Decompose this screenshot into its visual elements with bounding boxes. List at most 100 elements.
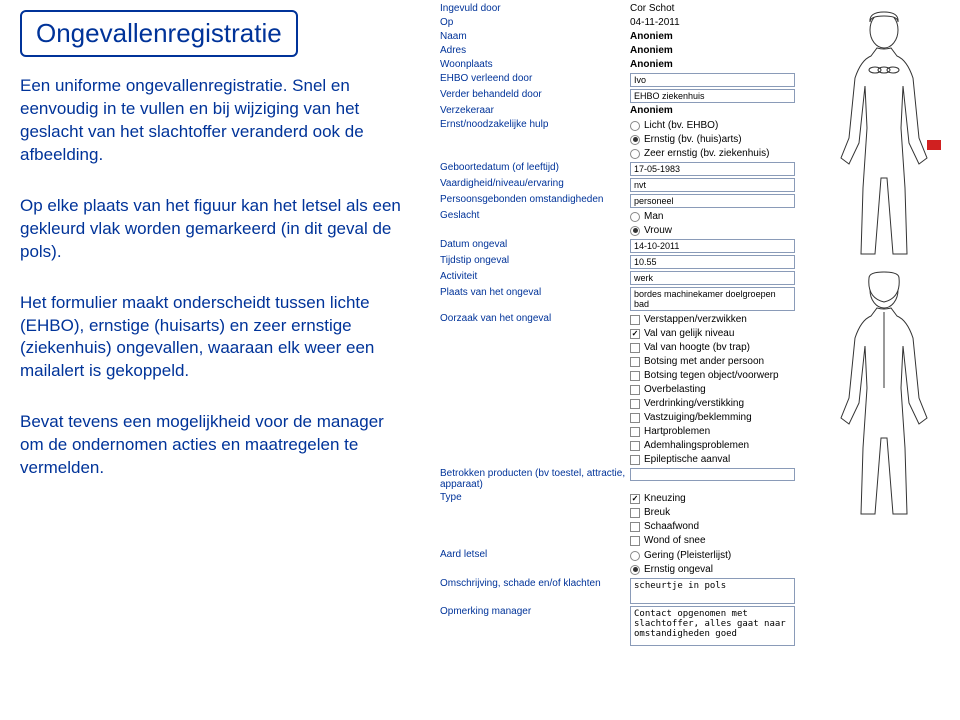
check-icon[interactable]: [630, 427, 640, 437]
radio-icon[interactable]: [630, 121, 640, 131]
row-geboortedatum: Geboortedatum (of leeftijd) 17-05-1983: [440, 161, 800, 177]
check-icon[interactable]: [630, 329, 640, 339]
check-option[interactable]: Overbelasting: [630, 383, 779, 396]
check-option[interactable]: Kneuzing: [630, 492, 706, 505]
option-label: Ernstig ongeval: [644, 563, 713, 576]
body-figures[interactable]: [819, 8, 949, 528]
check-icon[interactable]: [630, 371, 640, 381]
radio-option[interactable]: Ernstig (bv. (huis)arts): [630, 133, 769, 146]
option-label: Verdrinking/verstikking: [644, 397, 744, 410]
check-icon[interactable]: [630, 522, 640, 532]
check-option[interactable]: Verdrinking/verstikking: [630, 397, 779, 410]
type-check-group: KneuzingBreukSchaafwondWond of snee: [630, 492, 706, 547]
ernst-radio-group: Licht (bv. EHBO)Ernstig (bv. (huis)arts)…: [630, 119, 769, 160]
check-icon[interactable]: [630, 343, 640, 353]
radio-icon[interactable]: [630, 135, 640, 145]
check-option[interactable]: Val van gelijk niveau: [630, 327, 779, 340]
row-vaardigheid: Vaardigheid/niveau/ervaring nvt: [440, 177, 800, 193]
row-adres: Adres Anoniem: [440, 44, 800, 58]
ehbo-verleend-input[interactable]: Ivo: [630, 73, 795, 87]
check-option[interactable]: Ademhalingsproblemen: [630, 439, 779, 452]
radio-option[interactable]: Man: [630, 210, 672, 223]
title-box: Ongevallenregistratie: [20, 10, 298, 57]
check-icon[interactable]: [630, 315, 640, 325]
row-ernst: Ernst/noodzakelijke hulp Licht (bv. EHBO…: [440, 118, 800, 161]
row-betrokken-producten: Betrokken producten (bv toestel, attract…: [440, 467, 800, 491]
aard-letsel-radio-group: Gering (Pleisterlijst)Ernstig ongeval: [630, 549, 731, 576]
check-option[interactable]: Wond of snee: [630, 534, 706, 547]
geslacht-radio-group: ManVrouw: [630, 210, 672, 237]
activiteit-input[interactable]: werk: [630, 271, 795, 285]
check-option[interactable]: Botsing met ander persoon: [630, 355, 779, 368]
opmerking-manager-textarea[interactable]: Contact opgenomen met slachtoffer, alles…: [630, 606, 795, 646]
radio-icon[interactable]: [630, 226, 640, 236]
wrist-injury-marker[interactable]: [927, 140, 941, 150]
row-ehbo-verleend: EHBO verleend door Ivo: [440, 72, 800, 88]
check-icon[interactable]: [630, 494, 640, 504]
check-icon[interactable]: [630, 357, 640, 367]
check-icon[interactable]: [630, 441, 640, 451]
vaardigheid-input[interactable]: nvt: [630, 178, 795, 192]
check-icon[interactable]: [630, 399, 640, 409]
radio-icon[interactable]: [630, 565, 640, 575]
check-icon[interactable]: [630, 455, 640, 465]
option-label: Botsing met ander persoon: [644, 355, 764, 368]
option-label: Wond of snee: [644, 534, 706, 547]
radio-option[interactable]: Zeer ernstig (bv. ziekenhuis): [630, 147, 769, 160]
verder-behandeld-input[interactable]: EHBO ziekenhuis: [630, 89, 795, 103]
description-p2: Op elke plaats van het figuur kan het le…: [20, 195, 410, 264]
body-front-icon[interactable]: [819, 8, 949, 268]
row-omschrijving: Omschrijving, schade en/of klachten sche…: [440, 577, 800, 605]
row-opmerking-manager: Opmerking manager Contact opgenomen met …: [440, 605, 800, 647]
option-label: Epileptische aanval: [644, 453, 730, 466]
option-label: Botsing tegen object/voorwerp: [644, 369, 779, 382]
radio-icon[interactable]: [630, 551, 640, 561]
radio-icon[interactable]: [630, 212, 640, 222]
option-label: Gering (Pleisterlijst): [644, 549, 731, 562]
description-p4: Bevat tevens een mogelijkheid voor de ma…: [20, 411, 410, 480]
row-naam: Naam Anoniem: [440, 30, 800, 44]
option-label: Overbelasting: [644, 383, 706, 396]
persoonsgebonden-input[interactable]: personeel: [630, 194, 795, 208]
geboortedatum-input[interactable]: 17-05-1983: [630, 162, 795, 176]
check-option[interactable]: Vastzuiging/beklemming: [630, 411, 779, 424]
row-tijdstip: Tijdstip ongeval 10.55: [440, 254, 800, 270]
check-option[interactable]: Epileptische aanval: [630, 453, 779, 466]
check-option[interactable]: Botsing tegen object/voorwerp: [630, 369, 779, 382]
option-label: Ademhalingsproblemen: [644, 439, 749, 452]
check-option[interactable]: Hartproblemen: [630, 425, 779, 438]
check-option[interactable]: Verstappen/verzwikken: [630, 313, 779, 326]
check-icon[interactable]: [630, 536, 640, 546]
option-label: Val van hoogte (bv trap): [644, 341, 750, 354]
row-geslacht: Geslacht ManVrouw: [440, 209, 800, 238]
betrokken-producten-input[interactable]: [630, 468, 795, 481]
radio-icon[interactable]: [630, 149, 640, 159]
radio-option[interactable]: Licht (bv. EHBO): [630, 119, 769, 132]
radio-option[interactable]: Gering (Pleisterlijst): [630, 549, 731, 562]
option-label: Hartproblemen: [644, 425, 710, 438]
omschrijving-textarea[interactable]: scheurtje in pols: [630, 578, 795, 604]
option-label: Breuk: [644, 506, 670, 519]
check-option[interactable]: Val van hoogte (bv trap): [630, 341, 779, 354]
option-label: Vastzuiging/beklemming: [644, 411, 752, 424]
oorzaak-check-group: Verstappen/verzwikkenVal van gelijk nive…: [630, 313, 779, 466]
row-datum-ongeval: Datum ongeval 14-10-2011: [440, 238, 800, 254]
row-persoonsgebonden: Persoonsgebonden omstandigheden personee…: [440, 193, 800, 209]
check-icon[interactable]: [630, 385, 640, 395]
plaats-ongeval-input[interactable]: bordes machinekamer doelgroepen bad: [630, 287, 795, 311]
check-icon[interactable]: [630, 413, 640, 423]
body-back-icon[interactable]: [819, 268, 949, 528]
tijdstip-input[interactable]: 10.55: [630, 255, 795, 269]
check-option[interactable]: Breuk: [630, 506, 706, 519]
radio-option[interactable]: Vrouw: [630, 224, 672, 237]
check-icon[interactable]: [630, 508, 640, 518]
row-plaats-ongeval: Plaats van het ongeval bordes machinekam…: [440, 286, 800, 312]
check-option[interactable]: Schaafwond: [630, 520, 706, 533]
row-type: Type KneuzingBreukSchaafwondWond of snee: [440, 491, 800, 548]
description-p1: Een uniforme ongevallenregistratie. Snel…: [20, 75, 410, 167]
radio-option[interactable]: Ernstig ongeval: [630, 563, 731, 576]
option-label: Verstappen/verzwikken: [644, 313, 747, 326]
option-label: Kneuzing: [644, 492, 686, 505]
datum-ongeval-input[interactable]: 14-10-2011: [630, 239, 795, 253]
option-label: Val van gelijk niveau: [644, 327, 734, 340]
